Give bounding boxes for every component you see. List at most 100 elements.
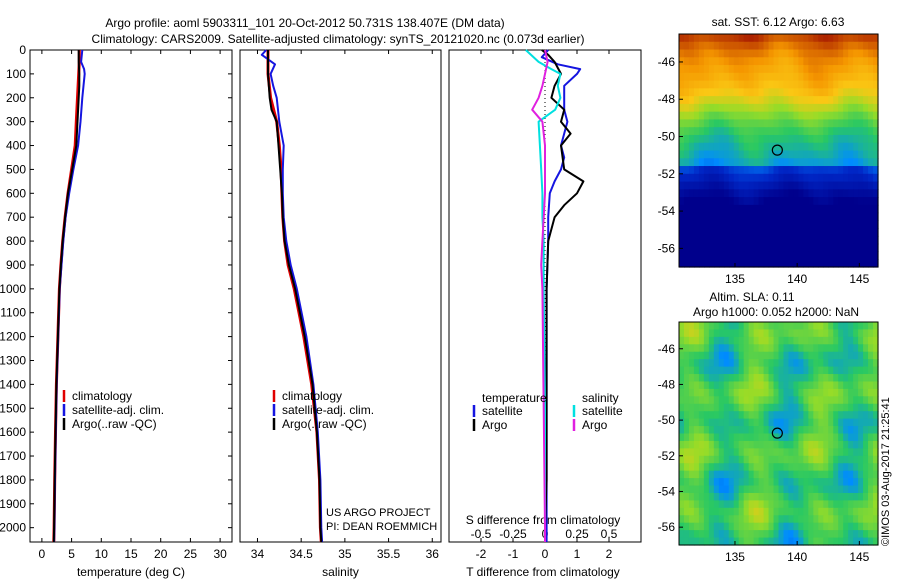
sst-cell	[743, 49, 750, 58]
sla-cell	[768, 403, 775, 412]
sla-cell	[783, 485, 790, 494]
temp-ytick-label: 900	[6, 258, 26, 272]
sst-cell	[778, 119, 785, 128]
sla-cell	[803, 374, 809, 383]
sst-cell	[728, 49, 735, 58]
sst-cell	[698, 235, 705, 245]
sla-cell	[793, 336, 799, 345]
sst-cell	[718, 259, 725, 268]
sst-cell	[688, 220, 695, 229]
sst-cell	[738, 34, 745, 43]
sst-cell	[718, 103, 725, 113]
sla-cell	[873, 455, 879, 464]
sla-cell	[773, 492, 780, 501]
sla-cell	[679, 485, 685, 494]
sla-cell	[679, 359, 685, 368]
sla-cell	[758, 396, 765, 405]
sst-cell	[818, 96, 824, 105]
sst-cell	[698, 134, 705, 144]
sla-cell	[853, 388, 859, 397]
sla-cell	[773, 322, 780, 331]
sla-cell	[733, 463, 740, 472]
sst-cell	[783, 41, 790, 51]
sla-cell	[813, 530, 819, 539]
sst-cell	[723, 173, 730, 183]
temp-ytick-label: 2000	[0, 521, 26, 535]
sla-cell	[693, 336, 700, 345]
sst-cell	[743, 243, 750, 253]
sla-cell	[848, 411, 854, 420]
sla-cell	[778, 366, 785, 375]
sst-map-title: sat. SST: 6.12 Argo: 6.63	[712, 15, 845, 29]
sla-cell	[698, 411, 705, 420]
sla-cell	[783, 418, 790, 427]
sst-cell	[863, 243, 869, 253]
sst-cell	[743, 189, 750, 198]
sst-cell	[808, 80, 814, 89]
sla-ytick-label: -50	[658, 413, 676, 427]
sst-cell	[773, 49, 780, 58]
sst-cell	[753, 119, 760, 128]
sst-cell	[763, 134, 770, 144]
sla-cell	[718, 322, 725, 331]
temp-ytick-label: 1100	[0, 306, 26, 320]
sst-cell	[853, 96, 859, 105]
sst-cell	[863, 41, 869, 51]
sst-cell	[738, 189, 745, 198]
sst-cell	[693, 134, 700, 144]
sla-cell	[718, 366, 725, 375]
sla-cell	[793, 470, 799, 479]
sst-cell	[808, 65, 814, 74]
sla-cell	[813, 507, 819, 516]
sla-cell	[778, 403, 785, 412]
sst-cell	[778, 88, 785, 97]
sst-cell	[679, 103, 685, 113]
sla-cell	[798, 455, 804, 464]
sla-cell	[728, 500, 735, 509]
sla-cell	[679, 470, 685, 479]
sst-cell	[693, 166, 700, 175]
sst-cell	[738, 204, 745, 214]
sla-cell	[793, 537, 799, 546]
sst-cell	[778, 34, 785, 43]
sst-cell	[843, 189, 849, 198]
sla-cell	[833, 478, 839, 487]
sst-cell	[798, 65, 804, 74]
sla-cell	[688, 411, 695, 420]
sla-cell	[873, 381, 879, 390]
sla-cell	[793, 396, 799, 405]
sla-cell	[823, 507, 829, 516]
sst-cell	[853, 166, 859, 175]
sla-cell	[713, 403, 720, 412]
sla-cell	[788, 411, 795, 420]
sla-cell	[683, 351, 690, 360]
sst-cell	[743, 251, 750, 260]
sla-cell	[788, 388, 795, 397]
diff-xtick-label-s: -0.5	[471, 527, 492, 541]
sla-cell	[808, 322, 814, 331]
sst-cell	[683, 228, 690, 237]
sst-cell	[783, 127, 790, 136]
sla-cell	[798, 440, 804, 449]
sal-xtick-label: 35.5	[377, 547, 401, 561]
sla-cell	[788, 463, 795, 472]
sst-cell	[683, 96, 690, 105]
sst-cell	[793, 65, 799, 74]
sla-cell	[828, 463, 834, 472]
sst-cell	[748, 134, 755, 144]
sst-cell	[863, 166, 869, 175]
sla-cell	[868, 537, 874, 546]
sla-cell	[708, 366, 715, 375]
temp-xtick-label: 5	[68, 547, 75, 561]
sst-cell	[768, 80, 775, 89]
sst-cell	[758, 49, 765, 58]
sst-cell	[763, 243, 770, 253]
sst-cell	[808, 204, 814, 214]
sla-cell	[708, 388, 715, 397]
sla-cell	[783, 433, 790, 442]
sla-cell	[818, 374, 824, 383]
sst-cell	[838, 173, 844, 183]
sst-cell	[793, 220, 799, 229]
sst-cell	[818, 173, 824, 183]
sla-cell	[838, 448, 844, 457]
